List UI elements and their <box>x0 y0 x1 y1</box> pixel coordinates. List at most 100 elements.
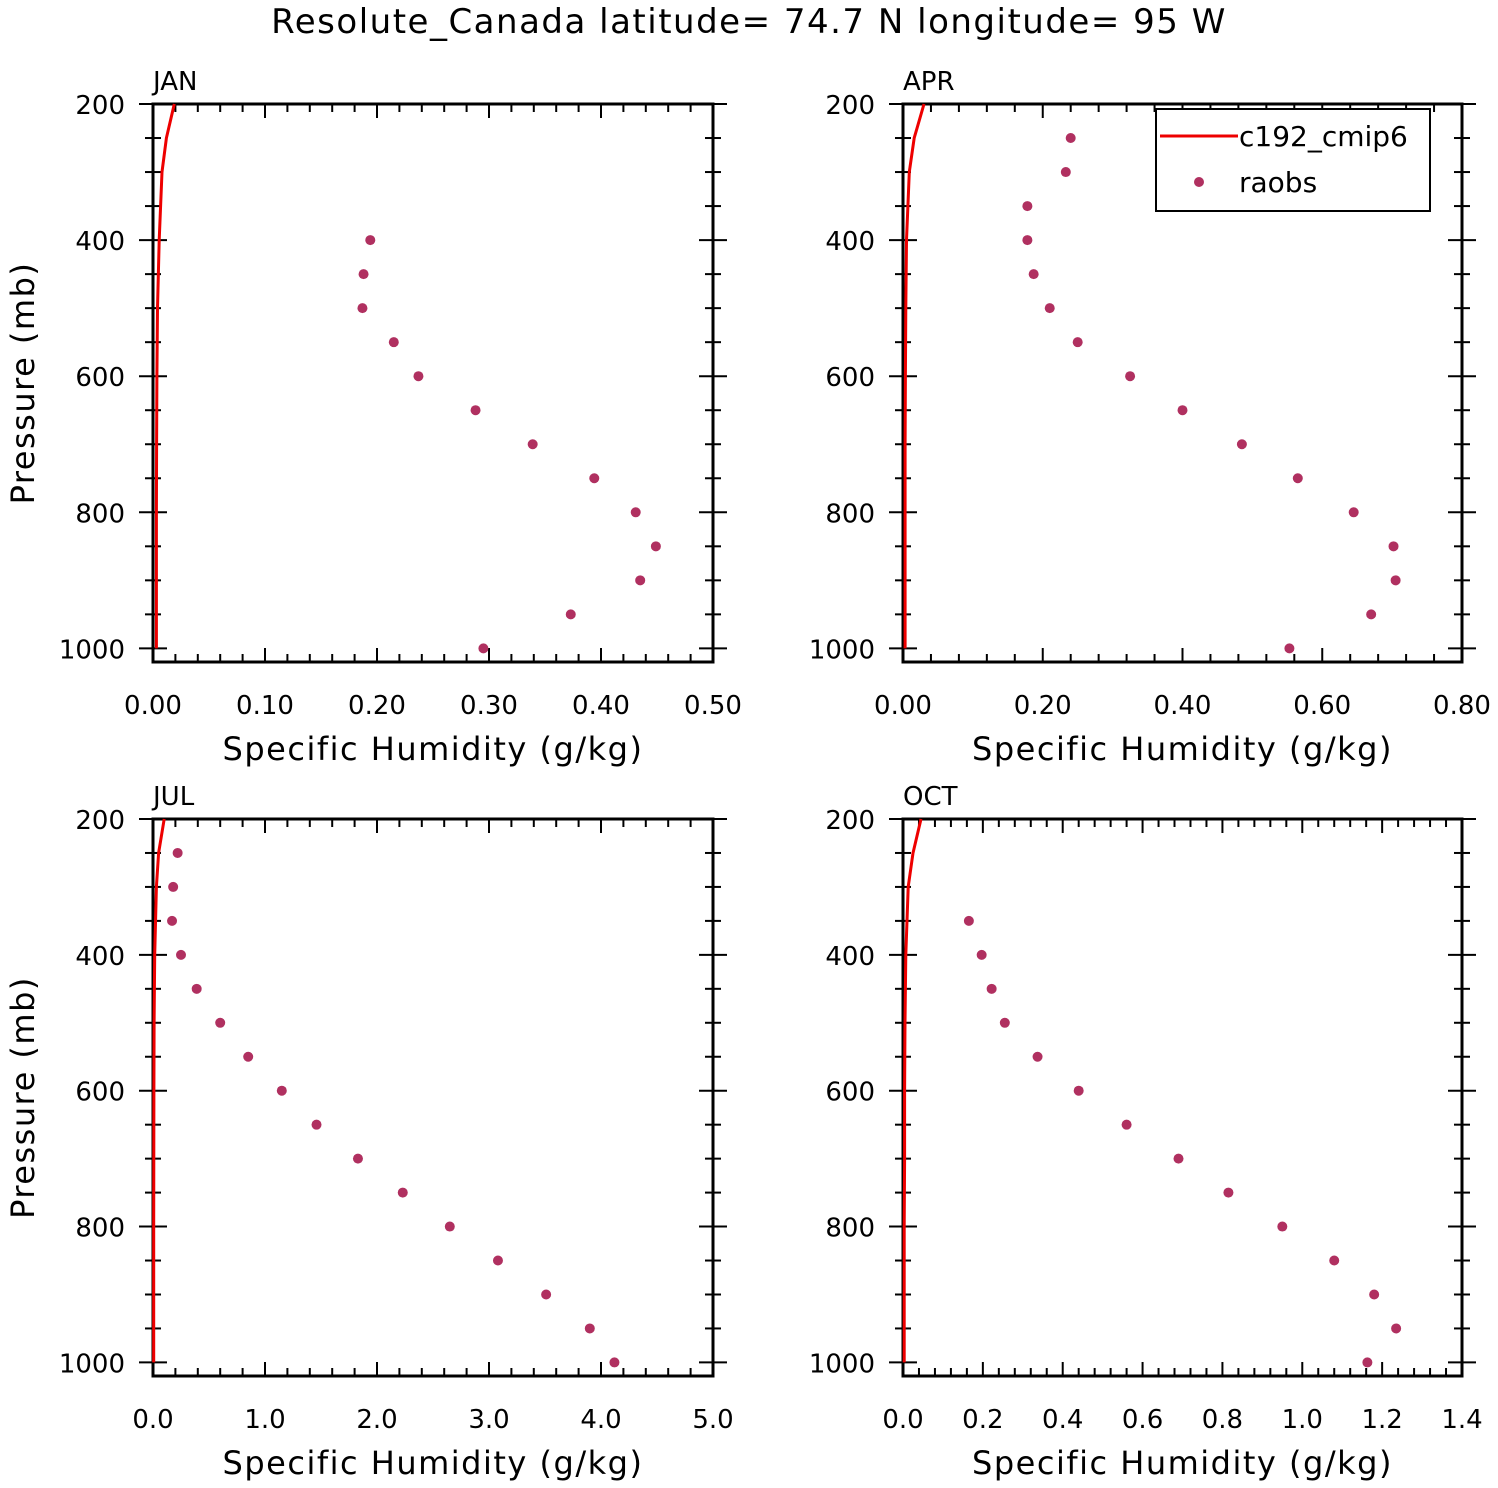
y-tick-label: 600 <box>825 363 875 393</box>
raobs-point <box>388 337 399 348</box>
y-axis-label: Pressure (mb) <box>4 976 42 1219</box>
raobs-point <box>1022 201 1033 212</box>
raobs-point <box>397 1187 408 1198</box>
raobs-point <box>1391 1323 1402 1334</box>
raobs-point <box>168 881 179 892</box>
raobs-point <box>565 609 576 620</box>
model-profile-line <box>903 103 926 649</box>
raobs-point <box>1032 1051 1043 1062</box>
y-tick-label: 800 <box>75 499 125 529</box>
raobs-point <box>584 1323 595 1334</box>
raobs-point <box>1121 1119 1132 1130</box>
raobs-point <box>478 643 489 654</box>
raobs-point <box>311 1119 322 1130</box>
x-tick-label: 0.80 <box>1433 691 1491 721</box>
y-tick-label: 1000 <box>809 1349 875 1379</box>
raobs-point <box>527 439 538 450</box>
raobs-point <box>1072 337 1083 348</box>
raobs-point <box>176 949 186 960</box>
plot-frame <box>901 817 1464 1378</box>
raobs-point <box>1173 1153 1184 1164</box>
raobs-point <box>1125 371 1136 382</box>
raobs-point <box>589 473 600 484</box>
panel-jan: 0.00 0.10 0.20 0.30 0.40 0.50 200 400 600 800 1000… <box>4 67 742 768</box>
raobs-point <box>413 371 424 382</box>
x-tick-label: 0.40 <box>1154 691 1212 721</box>
raobs-point <box>963 915 974 926</box>
y-tick-label: 600 <box>75 1078 125 1108</box>
legend-box <box>1155 108 1431 212</box>
x-tick-label: 0.30 <box>460 691 518 721</box>
x-tick-label: 0.00 <box>124 691 182 721</box>
raobs-point <box>172 847 183 858</box>
x-tick-label: 3.0 <box>468 1405 509 1435</box>
x-tick-label: 0.50 <box>684 691 742 721</box>
y-tick-label: 1000 <box>59 1349 125 1379</box>
panel-jul: 0.0 1.0 2.0 3.0 4.0 5.0 200 400 600 800 1000 Specif… <box>4 782 734 1482</box>
panel-oct: 0.0 0.2 0.4 0.6 0.8 1.0 1.2 1.4 200 400 600 800 1000… <box>809 782 1483 1482</box>
y-tick-label: 1000 <box>59 635 125 665</box>
y-tick-label: 400 <box>825 227 875 257</box>
raobs-point <box>1388 541 1399 552</box>
raobs-point <box>470 405 481 416</box>
x-tick-label: 1.2 <box>1361 1405 1402 1435</box>
x-tick-label: 1.0 <box>1282 1405 1323 1435</box>
raobs-point <box>1065 133 1076 144</box>
raobs-point <box>609 1357 620 1368</box>
y-tick-label: 800 <box>75 1214 125 1244</box>
y-tick-label: 600 <box>75 363 125 393</box>
figure-title: Resolute_Canada latitude= 74.7 N longitu… <box>271 2 1227 42</box>
raobs-point <box>352 1153 363 1164</box>
raobs-point <box>1369 1289 1380 1300</box>
raobs-point <box>492 1255 503 1266</box>
raobs-point <box>243 1051 254 1062</box>
raobs-point <box>976 949 987 960</box>
model-profile-line <box>154 103 176 649</box>
y-tick-label: 1000 <box>809 635 875 665</box>
x-tick-label: 5.0 <box>692 1405 733 1435</box>
raobs-point <box>635 575 646 586</box>
raobs-point <box>1060 167 1071 178</box>
x-tick-label: 0.0 <box>132 1405 173 1435</box>
raobs-point <box>365 235 376 246</box>
raobs-point <box>1362 1357 1373 1368</box>
raobs-point <box>999 1017 1010 1028</box>
plot-frame <box>151 102 715 664</box>
y-tick-label: 200 <box>75 806 125 836</box>
raobs-point <box>1223 1187 1234 1198</box>
raobs-point <box>1028 269 1039 280</box>
raobs-point <box>1284 643 1295 654</box>
model-profile-line <box>152 818 166 1363</box>
y-tick-label: 800 <box>825 499 875 529</box>
raobs-point <box>1329 1255 1340 1266</box>
y-axis-label: Pressure (mb) <box>4 262 42 505</box>
y-tick-label: 800 <box>825 1214 875 1244</box>
panel-label: JUL <box>151 782 195 812</box>
x-tick-label: 0.00 <box>874 691 932 721</box>
x-tick-label: 1.0 <box>244 1405 285 1435</box>
y-tick-label: 200 <box>75 91 125 121</box>
x-tick-label: 0.6 <box>1122 1405 1163 1435</box>
x-tick-label: 0.20 <box>348 691 406 721</box>
y-tick-label: 200 <box>825 806 875 836</box>
panel-apr: 0.00 0.20 0.40 0.60 0.80 200 400 600 800 1000 Spec… <box>809 67 1491 768</box>
x-tick-label: 0.20 <box>1014 691 1072 721</box>
raobs-point <box>986 983 997 994</box>
x-tick-label: 0.2 <box>962 1405 1003 1435</box>
x-tick-label: 0.8 <box>1202 1405 1243 1435</box>
raobs-point <box>167 915 178 926</box>
x-tick-label: 0.4 <box>1042 1405 1083 1435</box>
raobs-point <box>215 1017 226 1028</box>
raobs-point <box>444 1221 455 1232</box>
panel-label: JAN <box>151 67 197 97</box>
y-tick-label: 400 <box>825 942 875 972</box>
panel-label: OCT <box>903 782 958 812</box>
legend-obs-label: raobs <box>1239 166 1317 199</box>
raobs-point <box>1292 473 1303 484</box>
y-tick-label: 600 <box>825 1078 875 1108</box>
x-axis-label: Specific Humidity (g/kg) <box>972 1444 1393 1482</box>
x-axis-label: Specific Humidity (g/kg) <box>223 1444 644 1482</box>
x-tick-label: 0.0 <box>882 1405 923 1435</box>
